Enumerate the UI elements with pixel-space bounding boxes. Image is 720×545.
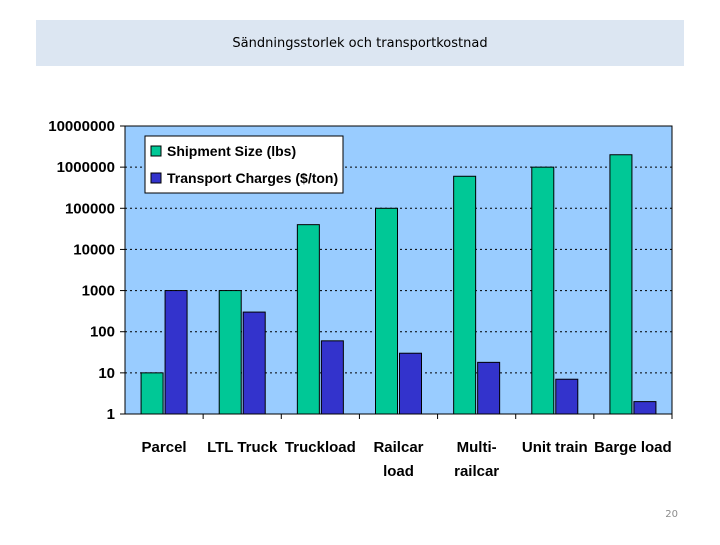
bar-shipment-size [140,372,164,415]
y-tick-label: 1000 [82,283,115,300]
bar-shipment-size [531,166,555,415]
x-category-label: Truckload [285,439,356,456]
y-tick-label: 100000 [65,200,115,217]
y-tick-label: 1 [107,406,115,423]
y-tick-label: 10000000 [48,118,115,135]
x-category-label: Parcel [142,439,187,456]
slide-title: Sändningsstorlek och transportkostnad [232,35,488,51]
bar-transport-charges [633,401,657,415]
legend-swatch [150,145,162,157]
bar-shipment-size [375,207,398,415]
legend-box [144,135,344,194]
x-category-label: Railcar [373,439,423,456]
x-category-label: Unit train [522,439,588,456]
legend-swatch [150,172,162,184]
y-tick-label: 10000 [73,241,115,258]
x-category-label: LTL Truck [207,439,278,456]
y-tick-label: 10 [98,365,115,382]
bar-transport-charges [399,352,422,415]
x-category-label: load [383,463,414,480]
legend-entry: Transport Charges ($/ton) [167,170,338,186]
x-category-label: railcar [454,463,499,480]
x-category-label: Multi- [457,439,497,456]
y-tick-label: 100 [90,324,115,341]
bar-shipment-size [453,175,477,415]
bar-transport-charges [164,290,188,415]
x-category-label: Barge load [594,439,672,456]
bar-transport-charges [320,340,344,415]
bar-transport-charges [555,378,579,415]
bar-transport-charges [477,361,501,415]
bar-shipment-size [296,224,320,415]
bar-transport-charges [242,311,266,415]
y-tick-label: 1000000 [57,159,115,176]
page-number: 20 [665,509,678,520]
bar-shipment-size [609,154,633,415]
legend-entry: Shipment Size (lbs) [167,143,296,159]
slide-title-bar: Sändningsstorlek och transportkostnad [36,20,684,66]
bar-shipment-size [218,290,242,415]
